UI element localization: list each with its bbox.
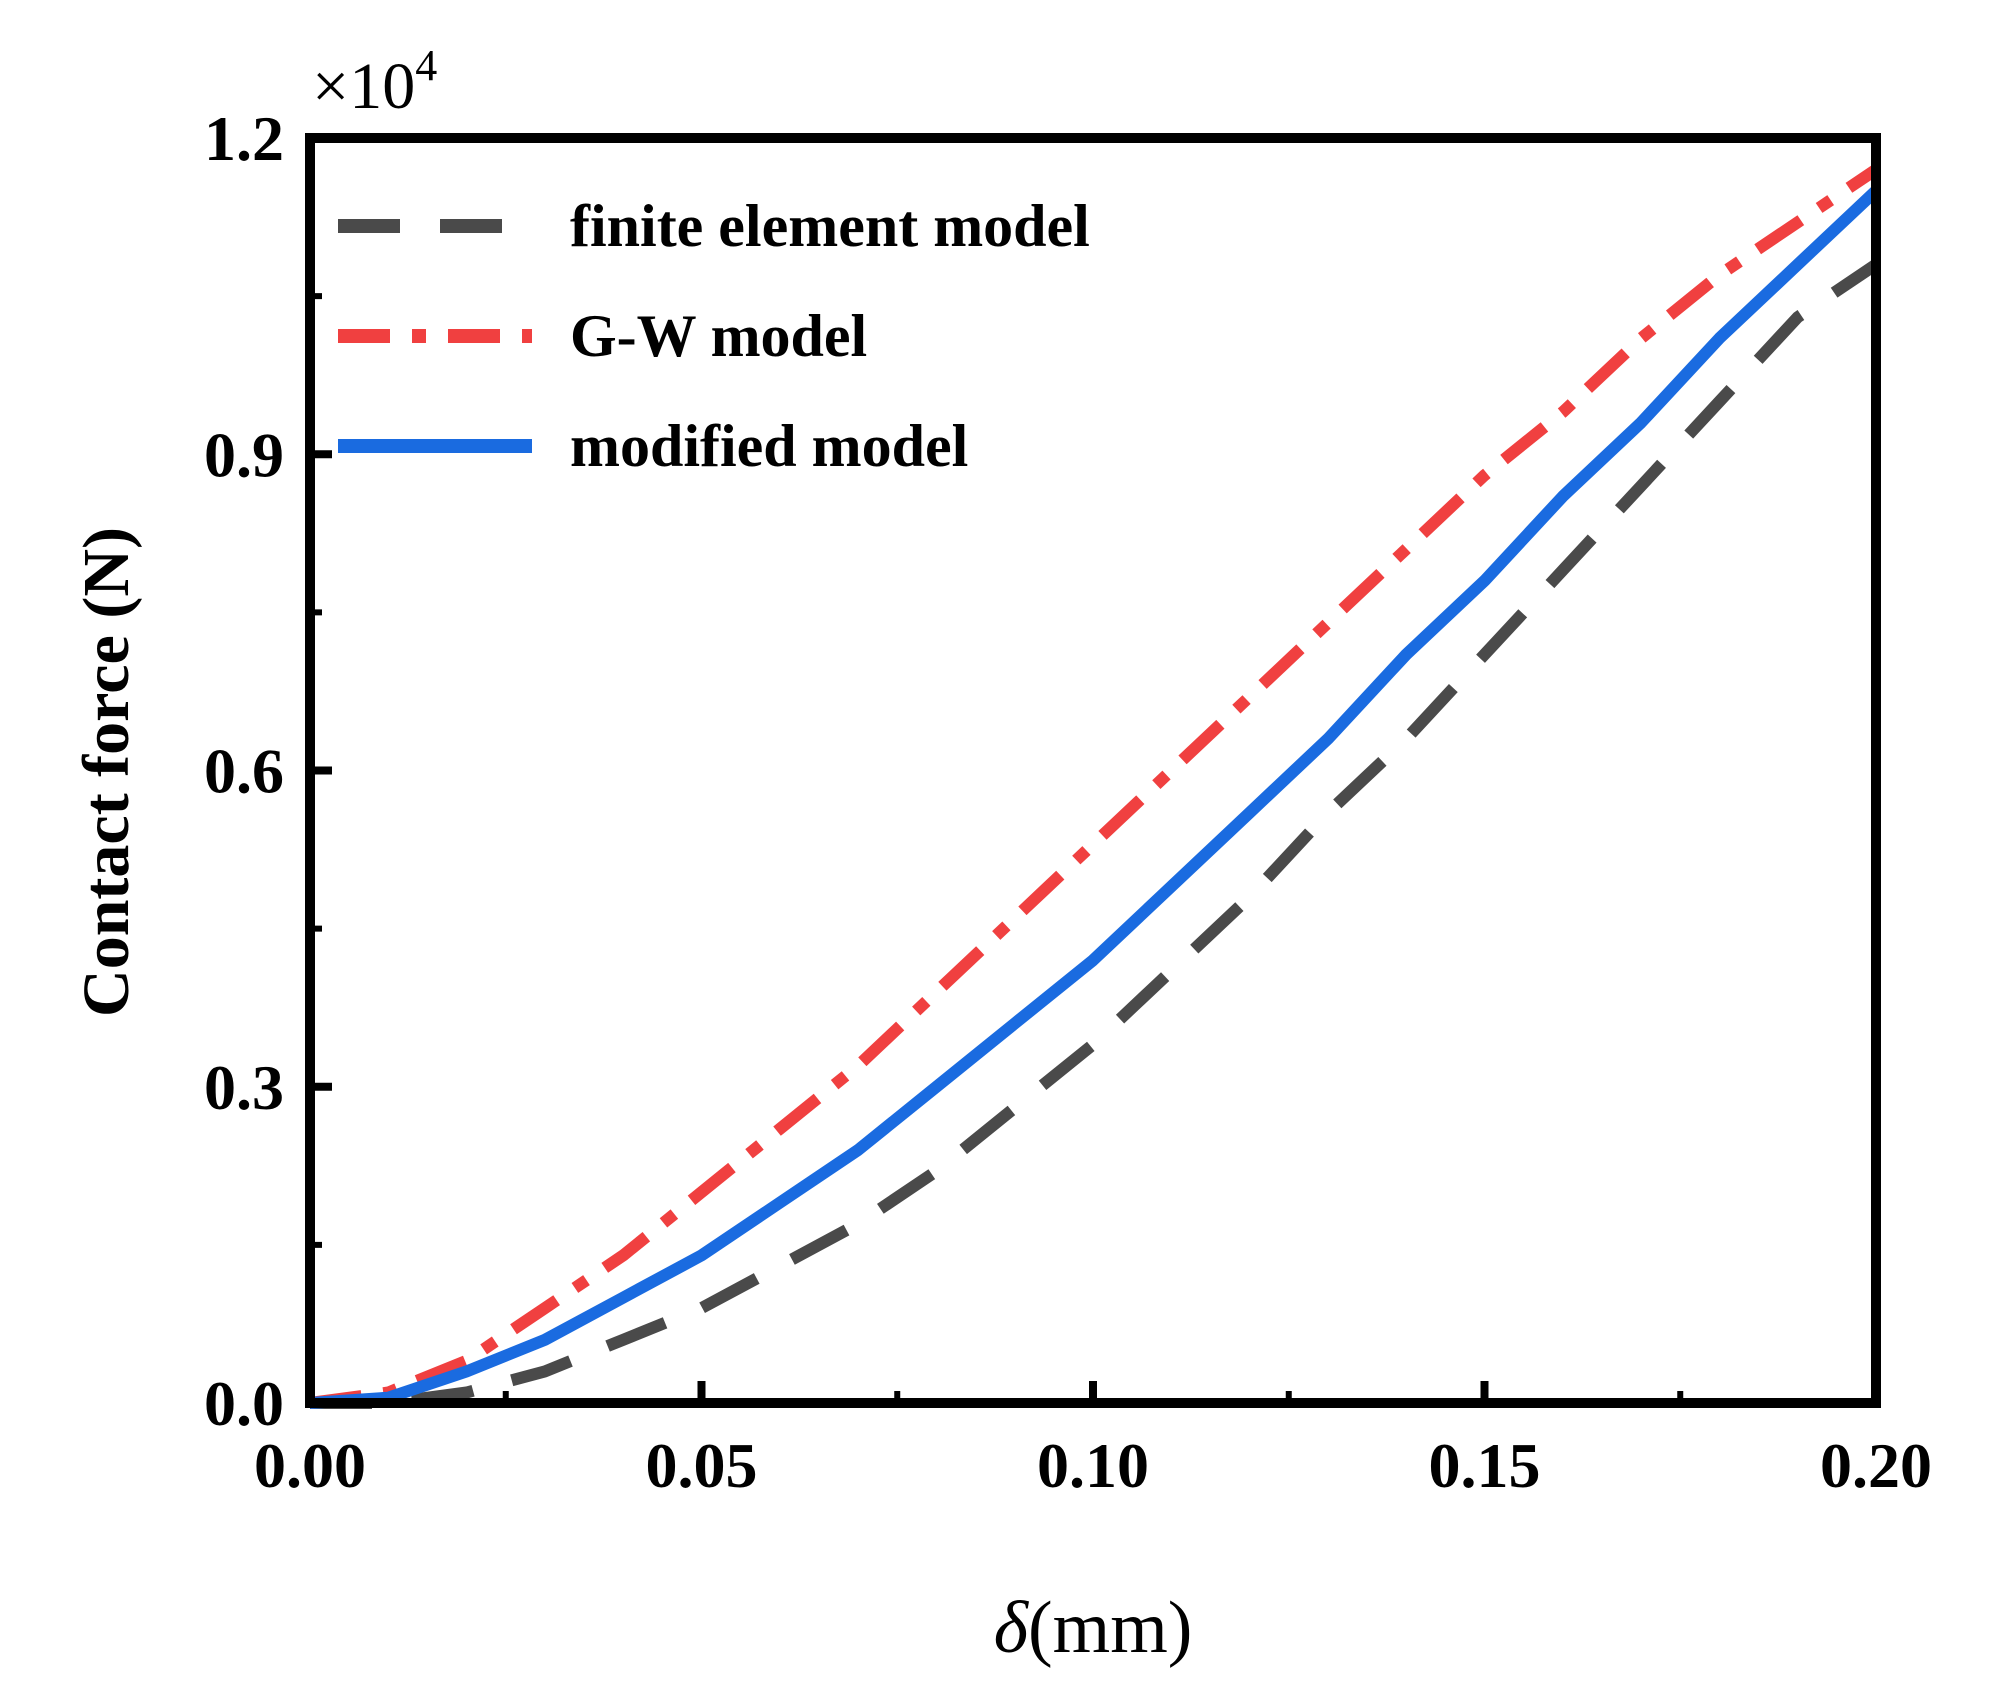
plot-frame — [305, 133, 1881, 1408]
x-axis-label: δ(mm) — [994, 1587, 1193, 1669]
legend-label-gw: G-W model — [570, 303, 867, 369]
y-tick-label: 0.3 — [204, 1052, 284, 1123]
plot-lines — [309, 164, 1881, 1409]
x-axis-symbol: δ — [994, 1587, 1030, 1669]
x-tick-label: 0.10 — [1037, 1430, 1149, 1501]
x-tick-label: 0.05 — [646, 1430, 758, 1501]
y-tick-label: 0.0 — [204, 1368, 284, 1439]
y-axis-label: Contact force (N) — [70, 527, 143, 1017]
x-tick-label: 0.20 — [1820, 1430, 1932, 1501]
y-tick-label: 0.6 — [204, 736, 284, 807]
legend-label-modified: modified model — [570, 413, 968, 479]
y-multiplier: ×104 — [312, 41, 437, 123]
x-tick-label: 0.15 — [1429, 1430, 1541, 1501]
legend: finite element model G-W model modified … — [338, 193, 1090, 479]
x-tick-label: 0.00 — [254, 1430, 366, 1501]
series-line-2 — [309, 186, 1881, 1409]
y-multiplier-exponent: 4 — [415, 41, 437, 90]
legend-label-finite-element: finite element model — [570, 193, 1090, 259]
y-multiplier-base: ×10 — [312, 50, 415, 123]
y-tick-label: 0.9 — [204, 419, 284, 490]
axis-ticks: 0.00 0.05 0.10 0.15 0.20 0.0 0.3 0.6 0.9 1.2 — [204, 103, 1932, 1501]
series-line-1 — [309, 164, 1880, 1409]
y-tick-label: 1.2 — [204, 103, 284, 174]
series-line-0 — [310, 259, 1880, 1409]
x-axis-unit: (mm) — [1028, 1587, 1192, 1669]
